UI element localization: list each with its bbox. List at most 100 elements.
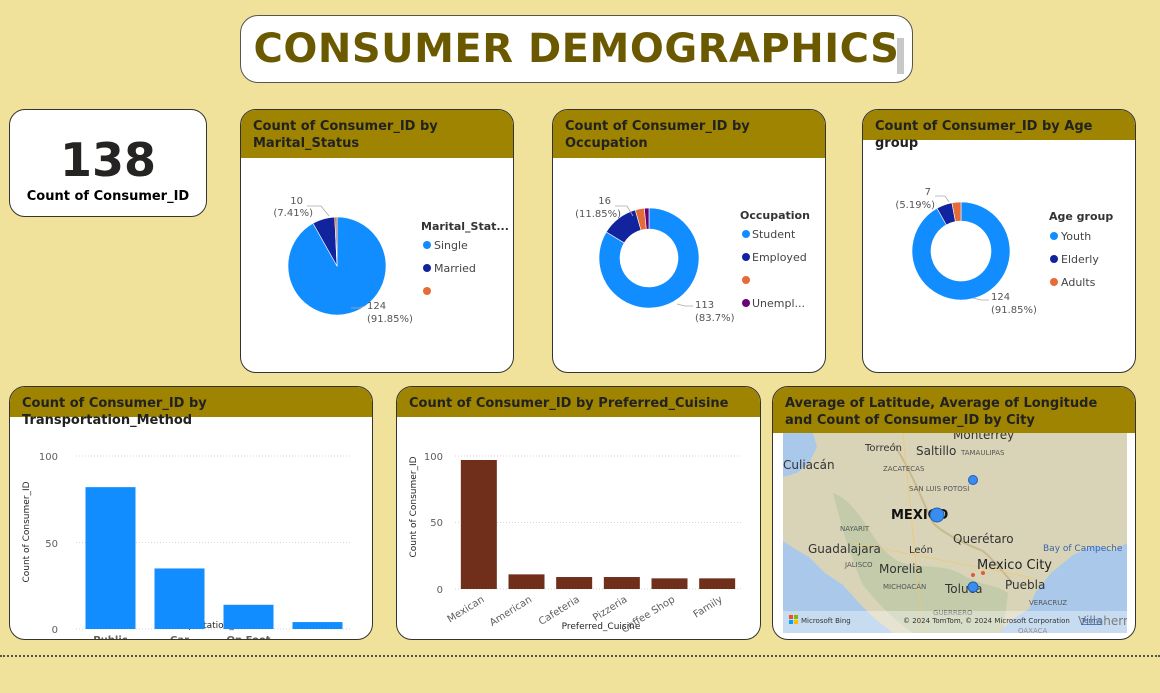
map-brand: Microsoft Bing [801,617,851,625]
legend-swatch-employed [742,253,750,261]
bing-logo-icon [794,620,798,624]
marital-pie [287,216,387,316]
map-place-leon: León [909,544,933,556]
marital-married-count: 10 [290,196,303,207]
map-view[interactable]: Monterrey Torreón Saltillo TAMAULIPAS Cu… [773,433,1136,639]
leader-line [615,205,634,217]
bar-mexican[interactable] [460,459,497,589]
title-box: CONSUMER DEMOGRAPHICS [240,15,913,83]
bing-logo-icon [794,615,798,619]
leader-line [676,303,693,307]
bar-pizzeria[interactable] [603,577,640,589]
occupation-student-count: 113 [695,300,714,311]
occupation-chart: 16 (11.85%) 113 (83.7%) Occupation Stude… [575,196,810,324]
y-tick: 100 [39,452,58,463]
marital-chart: 10 (7.41%) 124 (91.85%) Marital_Stat... … [273,196,509,325]
occupation-legend-title: Occupation [740,209,810,222]
age-legend-youth[interactable]: Youth [1060,230,1091,243]
bar-coffee-shop[interactable] [651,578,688,589]
age-legend-elderly[interactable]: Elderly [1061,253,1099,266]
map-bubble[interactable] [967,581,979,593]
cuisine-chart: 100 50 0 Count of Consumer_ID Preferred_… [409,452,741,636]
legend-swatch-blank [423,287,431,295]
map-dot [981,571,985,575]
occupation-card[interactable]: Count of Consumer_ID by Occupation 16 (1… [552,109,826,373]
age-chart: 7 (5.19%) 124 (91.85%) Age group Youth E… [895,187,1113,316]
bar-american[interactable] [508,574,545,589]
bar-car[interactable] [154,568,205,629]
age-elderly-pct: (5.19%) [895,200,935,211]
leader-line [351,305,366,309]
map-terms-link[interactable]: Terms [1080,617,1102,625]
map-place-tamaulipas: TAMAULIPAS [960,449,1005,457]
age-elderly-count: 7 [925,187,931,198]
x-tick-label: Car [170,635,189,640]
occupation-legend-unemployed[interactable]: Unempl... [752,297,805,310]
transport-card[interactable]: Count of Consumer_ID by Transportation_M… [9,386,373,640]
age-legend-adults[interactable]: Adults [1061,276,1096,289]
x-axis-title: Preferred_Cuisine [562,622,641,632]
x-tick-label: Coffee Shop [620,594,677,635]
slice-adults[interactable] [951,201,962,222]
divider [0,655,1160,657]
marital-legend-married[interactable]: Married [434,262,476,275]
age-title: Count of Consumer_ID by Age group [863,110,1135,151]
marital-legend-single[interactable]: Single [434,239,468,252]
map-place-culiacan: Culiacán [783,458,835,472]
map-place-villaherm: Villaherm [1078,614,1135,628]
marital-legend-title: Marital_Stat... [421,220,509,233]
map-card[interactable]: Average of Latitude, Average of Longitud… [772,386,1136,640]
map-sierra [833,493,1008,633]
slice-student[interactable] [598,207,700,309]
marital-single-count: 124 [367,301,386,312]
legend-swatch-single [423,241,431,249]
leader-line [972,297,989,301]
map-place-saltillo: Saltillo [916,444,956,458]
occupation-title: Count of Consumer_ID by Occupation [553,110,825,158]
map-title: Average of Latitude, Average of Longitud… [773,387,1135,433]
x-tick-label: Mexican [446,594,487,625]
transport-chart: 100 50 0 Count of Consumer_ID Transporta… [22,452,352,640]
age-card[interactable]: Count of Consumer_ID by Age group 7 (5.1… [862,109,1136,373]
bar--blank-[interactable] [292,622,343,629]
y-tick: 50 [430,518,443,529]
y-tick: 100 [424,452,443,463]
x-tick-label: American [488,594,534,629]
kpi-card[interactable]: 138 Count of Consumer_ID [9,109,207,217]
map-dot [971,573,975,577]
occupation-legend-employed[interactable]: Employed [752,251,807,264]
legend-swatch-elderly [1050,255,1058,263]
x-tick-label: Family [692,594,725,620]
occupation-legend-student[interactable]: Student [752,228,796,241]
map-place-guadalajara: Guadalajara [808,542,881,556]
legend-swatch-student [742,230,750,238]
map-bubble[interactable] [929,507,945,523]
age-youth-pct: (91.85%) [991,305,1037,316]
map-place-jalisco: JALISCO [844,561,873,569]
bar-public[interactable] [85,487,136,629]
map-road [902,433,924,633]
map-place-oaxaca: OAXACA [1018,627,1048,635]
cuisine-card[interactable]: Count of Consumer_ID by Preferred_Cuisin… [396,386,761,640]
legend-swatch-youth [1050,232,1058,240]
map-bubble[interactable] [968,475,978,485]
bing-logo-icon [789,620,793,624]
slice-youth[interactable] [911,201,1011,301]
leader-line [307,205,330,217]
marital-card[interactable]: Count of Consumer_ID by Marital_Status 1… [240,109,514,373]
map-footer-bg [783,611,1127,633]
slice--blank-[interactable] [334,216,338,267]
legend-swatch-blank [742,276,750,284]
scrollbar[interactable] [897,38,904,74]
slice-unemployed[interactable] [644,207,650,230]
bar-family[interactable] [699,578,736,589]
bar-cafeteria[interactable] [556,577,593,589]
kpi-label: Count of Consumer_ID [26,189,190,204]
y-axis-title: Count of Consumer_ID [22,481,32,582]
x-axis-title: Transportation_Method [163,621,267,631]
map-place-nayarit: NAYARIT [840,525,870,533]
occupation-donut [598,207,700,309]
bar-on-foot[interactable] [223,604,274,629]
map-place-morelia: Morelia [879,562,923,576]
